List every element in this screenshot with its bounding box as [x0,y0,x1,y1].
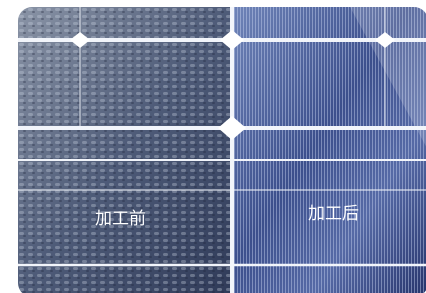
before-label: 加工前 [95,209,146,229]
page: 加工前 加工后 (() => { const data = JSON.parse… [0,0,426,293]
solar-panel-photo: 加工前 加工后 [0,0,426,293]
photo: 加工前 加工后 [18,7,426,293]
before-texture [18,7,232,293]
after-label: 加工后 [308,204,359,224]
